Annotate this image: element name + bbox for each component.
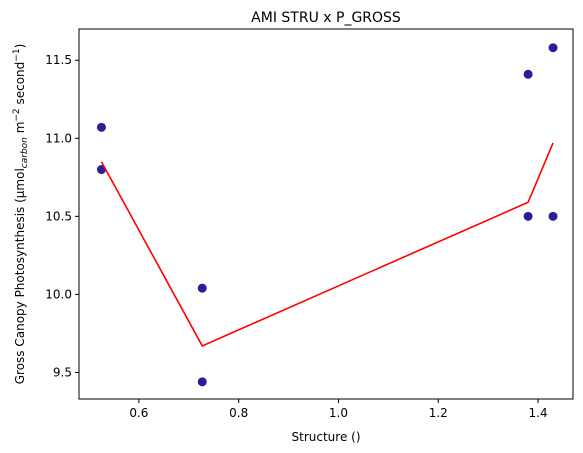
y-axis-label-part: Gross Canopy Photosynthesis (µmol (13, 168, 27, 384)
x-axis-label: Structure () (292, 430, 361, 444)
x-tick-label: 1.0 (329, 406, 348, 420)
x-tick-label: 0.8 (229, 406, 248, 420)
x-axis: 0.6 0.8 1.0 1.2 1.4 (129, 399, 548, 420)
y-axis-label-part: −2 (12, 108, 22, 121)
scatter-point (96, 122, 106, 132)
y-axis-label-part: ) (13, 44, 27, 49)
y-axis-label: Gross Canopy Photosynthesis (µmolcarbon … (12, 44, 30, 385)
y-axis-label-part: m (13, 122, 27, 138)
scatter-point (548, 211, 558, 221)
scatter-point (523, 69, 533, 79)
y-tick-label: 10.0 (45, 287, 72, 301)
x-tick-label: 1.4 (529, 406, 548, 420)
plot-area (96, 43, 558, 387)
scatter-point (197, 377, 207, 387)
y-axis: 9.5 10.0 10.5 11.0 11.5 (45, 53, 79, 379)
fit-line (100, 142, 554, 347)
scatter-point (523, 211, 533, 221)
y-tick-label: 11.0 (45, 131, 72, 145)
chart-title: AMI STRU x P_GROSS (251, 10, 401, 26)
plot-frame (78, 28, 574, 400)
y-axis-label-part: second (13, 62, 27, 109)
x-tick-label: 1.2 (429, 406, 448, 420)
scatter-point (197, 283, 207, 293)
y-tick-label: 10.5 (45, 209, 72, 223)
y-axis-label-part: carbon (20, 137, 30, 168)
y-tick-label: 11.5 (45, 53, 72, 67)
scatter-point (548, 43, 558, 53)
x-tick-label: 0.6 (129, 406, 148, 420)
y-tick-label: 9.5 (53, 365, 72, 379)
y-axis-label-part: −1 (12, 48, 22, 61)
